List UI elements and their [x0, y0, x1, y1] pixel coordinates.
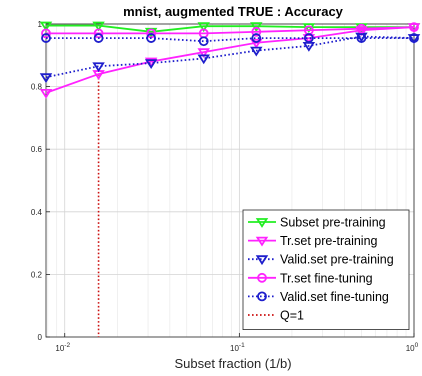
- legend-label: Q=1: [280, 309, 304, 323]
- legend-label: Valid.set fine-tuning: [280, 290, 389, 304]
- data-point: [41, 33, 51, 43]
- series-line: [45, 35, 415, 79]
- y-tick-label: 0.2: [31, 270, 43, 279]
- legend-marker: [257, 272, 267, 283]
- x-tick-label: 10-2: [55, 342, 70, 353]
- series-5: [41, 33, 419, 47]
- y-tick-label: 0.8: [31, 83, 43, 92]
- legend-label: Subset pre-training: [280, 216, 386, 230]
- y-tick-label: 1: [38, 20, 43, 29]
- legend-label: Valid.set pre-training: [280, 253, 394, 267]
- data-point: [197, 22, 210, 33]
- data-point: [197, 48, 210, 59]
- legend-item: Valid.set fine-tuning: [248, 290, 389, 304]
- data-point: [303, 33, 314, 43]
- data-point: [197, 54, 210, 65]
- legend-item: Tr.set fine-tuning: [248, 271, 373, 285]
- legend-item: Valid.set pre-training: [248, 253, 394, 267]
- axes-frame: [45, 23, 415, 338]
- data-point: [356, 23, 367, 34]
- data-point: [39, 88, 53, 99]
- y-tick-label: 0: [38, 333, 43, 342]
- data-point: [39, 21, 53, 32]
- legend: Subset pre-training Tr.set pre-training Va…: [242, 209, 410, 330]
- data-point: [356, 33, 367, 43]
- series-line: [46, 24, 414, 33]
- data-point: [251, 33, 262, 43]
- data-point: [250, 46, 263, 57]
- data-point: [93, 33, 104, 43]
- data-point: [251, 26, 262, 37]
- legend-item: Subset pre-training: [248, 216, 386, 230]
- series-4: [41, 22, 419, 39]
- data-point: [146, 33, 157, 43]
- y-tick-label: 0.4: [31, 208, 43, 217]
- chart-title: mnist, augmented TRUE : Accuracy: [123, 4, 344, 19]
- data-point: [144, 59, 158, 69]
- legend-marker: [255, 218, 269, 228]
- legend-item: Q=1: [248, 309, 304, 323]
- data-point: [409, 22, 419, 33]
- x-axis-label: Subset fraction (1/b): [174, 356, 291, 371]
- data-point: [39, 73, 53, 84]
- data-point: [250, 38, 263, 49]
- legend-label: Tr.set pre-training: [280, 234, 378, 248]
- series-3: [39, 32, 421, 84]
- series-line: [45, 26, 415, 94]
- series-line: [46, 37, 414, 43]
- legend-label: Tr.set fine-tuning: [280, 271, 373, 285]
- x-tick-label: 10-1: [230, 342, 245, 353]
- data-point: [92, 21, 105, 32]
- y-tick-label: 0.6: [31, 145, 43, 154]
- data-point: [409, 33, 419, 43]
- legend-marker: [257, 291, 267, 302]
- data-point: [407, 34, 421, 44]
- legend-marker: [255, 255, 269, 266]
- x-tick-label: 100: [406, 342, 419, 353]
- legend-marker: [255, 236, 269, 247]
- data-point: [198, 36, 209, 47]
- data-point: [92, 62, 105, 73]
- data-point: [355, 26, 368, 37]
- data-point: [250, 22, 263, 33]
- legend-item: Tr.set pre-training: [248, 234, 378, 248]
- legend-box: [242, 209, 410, 330]
- series-line: [46, 26, 415, 35]
